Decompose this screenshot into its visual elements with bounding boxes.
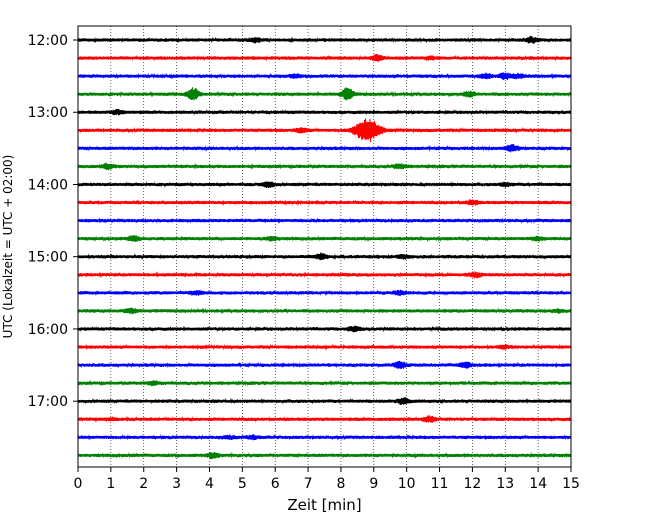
- trace-line: [77, 452, 572, 460]
- trace-line: [77, 252, 572, 261]
- trace-line: [77, 307, 572, 315]
- x-tick-label: 10: [398, 476, 416, 492]
- trace-line: [77, 289, 572, 297]
- trace-line: [77, 87, 572, 101]
- trace-layer: [77, 35, 572, 460]
- x-tick-label: 1: [106, 476, 115, 492]
- trace-line: [77, 35, 572, 44]
- trace-line: [77, 415, 572, 423]
- trace-line: [77, 162, 572, 171]
- y-ticks: 12:00 13:00 14:00 15:00 16:00 17:00: [28, 33, 78, 410]
- trace-line: [77, 72, 572, 81]
- x-tick-label: 3: [172, 476, 181, 492]
- trace-line: [77, 433, 572, 441]
- x-ticks: 0 1 2 3 4 5 6 7 8 9 10 11 12 13 14 15: [74, 467, 580, 492]
- x-tick-label: 4: [205, 476, 214, 492]
- x-tick-label: 9: [369, 476, 378, 492]
- trace-line: [77, 108, 572, 116]
- y-tick-label: 16:00: [28, 322, 68, 338]
- trace-line: [77, 360, 572, 369]
- x-axis-label: Zeit [min]: [287, 496, 361, 514]
- x-tick-label: 13: [496, 476, 514, 492]
- trace-line: [77, 379, 572, 387]
- trace-line: [77, 271, 572, 279]
- y-tick-label: 12:00: [28, 33, 68, 49]
- trace-line: [77, 199, 572, 206]
- trace-line: [77, 325, 572, 333]
- trace-line: [77, 143, 572, 153]
- trace-line: [77, 118, 572, 142]
- y-tick-label: 17:00: [28, 394, 68, 410]
- x-tick-label: 8: [336, 476, 345, 492]
- x-tick-label: 14: [529, 476, 547, 492]
- x-tick-label: 11: [431, 476, 449, 492]
- y-axis-label: UTC (Lokalzeit = UTC + 02:00): [1, 155, 15, 339]
- trace-line: [77, 343, 572, 351]
- y-tick-label: 14:00: [28, 177, 68, 193]
- x-tick-label: 2: [139, 476, 148, 492]
- plot-frame: [77, 25, 572, 468]
- x-tick-label: 12: [463, 476, 481, 492]
- x-tick-label: 15: [562, 476, 580, 492]
- trace-line: [77, 397, 572, 405]
- x-tick-label: 7: [304, 476, 313, 492]
- y-tick-label: 15:00: [28, 250, 68, 266]
- x-tick-label: 5: [238, 476, 247, 492]
- trace-line: [77, 217, 572, 224]
- x-tick-label: 6: [271, 476, 280, 492]
- trace-line: [77, 53, 572, 63]
- trace-line: [77, 235, 572, 243]
- y-tick-label: 13:00: [28, 105, 68, 121]
- x-tick-label: 0: [74, 476, 83, 492]
- trace-line: [77, 181, 572, 189]
